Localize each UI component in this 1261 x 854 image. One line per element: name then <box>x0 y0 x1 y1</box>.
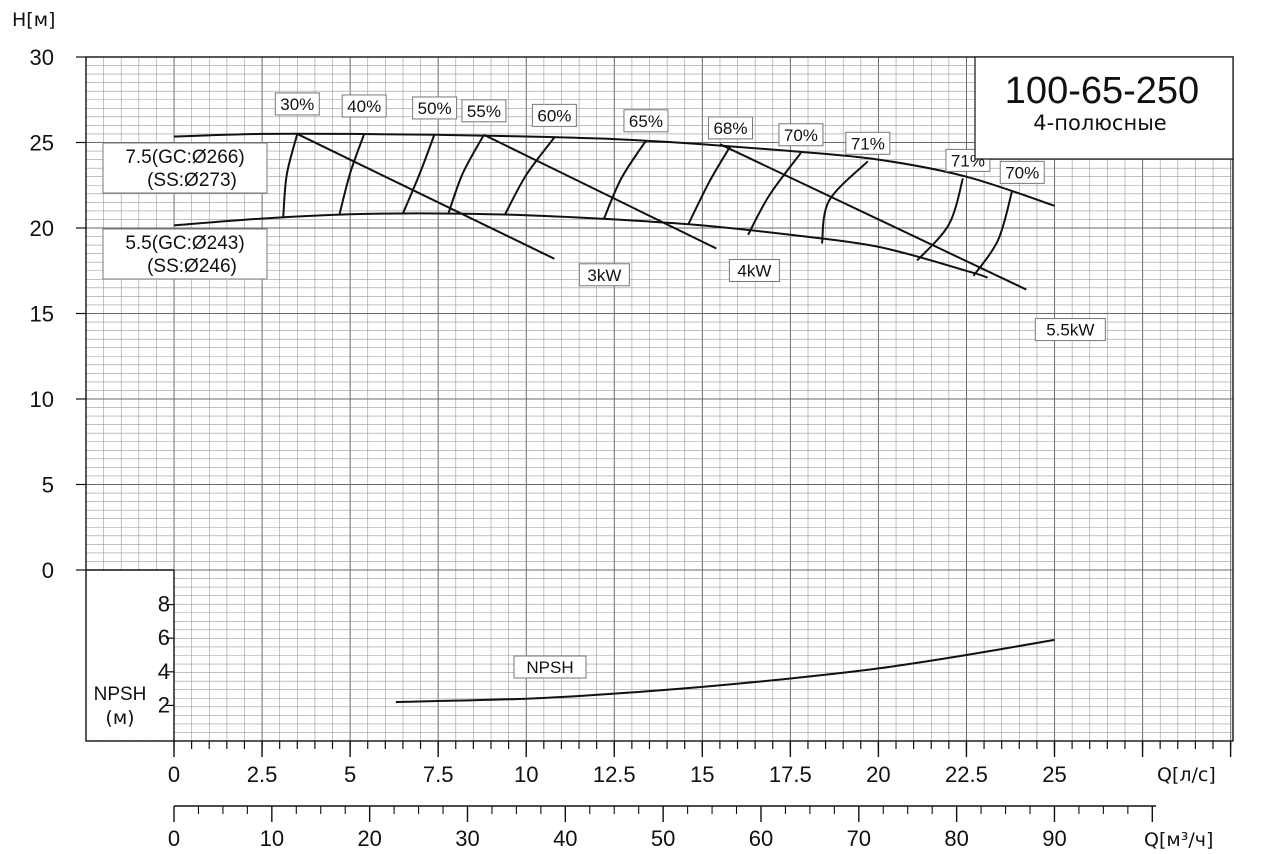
efficiency-label-box <box>999 160 1045 184</box>
efficiency-label: 60% <box>537 106 571 125</box>
head-tick-label: 25 <box>30 131 54 156</box>
curve-label-243: 5.5(GC:Ø243) <box>125 233 244 254</box>
efficiency-curve-9 <box>916 178 964 262</box>
flow-ls-tick-label: 22.5 <box>945 762 988 787</box>
efficiency-curve-6 <box>687 145 732 226</box>
npsh-tick-label: 4 <box>158 659 170 684</box>
efficiency-label-box <box>412 96 458 120</box>
efficiency-label-box <box>845 131 891 155</box>
curve-label-266: 7.5(GC:Ø266) <box>125 147 244 168</box>
curve-label-246: (SS:Ø246) <box>147 256 237 277</box>
efficiency-label-box <box>707 116 753 140</box>
flow-m3h-tick-label: 70 <box>847 826 871 851</box>
curves <box>173 132 1055 703</box>
efficiency-label-box <box>778 123 824 147</box>
flow-ls-tick-label: 2.5 <box>247 762 278 787</box>
head-tick-label: 0 <box>42 558 54 583</box>
npsh-curve-label-box <box>513 655 587 679</box>
efficiency-label: 71% <box>851 134 885 153</box>
flow-m3h-tick-label: 30 <box>455 826 479 851</box>
efficiency-curve-4 <box>504 136 556 215</box>
npsh-curve-label: NPSH <box>526 658 573 677</box>
flow-ls-tick-label: 25 <box>1042 762 1066 787</box>
efficiency-curve-5 <box>602 140 647 220</box>
head-tick-label: 10 <box>30 387 54 412</box>
efficiency-label: 70% <box>784 126 818 145</box>
power-label-box <box>728 259 780 283</box>
npsh-tick-label: 8 <box>158 592 170 617</box>
head-tick-label: 30 <box>30 45 54 70</box>
npsh-tick-label: 6 <box>158 625 170 650</box>
efficiency-curve-7 <box>747 152 802 236</box>
flow-ls-tick-label: 10 <box>514 762 538 787</box>
curve-label-273: (SS:Ø273) <box>147 170 237 191</box>
efficiency-curve-1 <box>338 133 366 215</box>
flow-m3h-tick-label: 50 <box>651 826 675 851</box>
flow-m3h-tick-label: 60 <box>749 826 773 851</box>
head-tick-label: 20 <box>30 216 54 241</box>
flow-m3h-tick-label: 0 <box>168 826 180 851</box>
npsh-tick-label: 2 <box>158 692 170 717</box>
flow-ls-tick-label: 12.5 <box>593 762 636 787</box>
efficiency-label-box <box>531 103 577 127</box>
efficiency-label-box <box>274 92 320 116</box>
flow-m3h-tick-label: 10 <box>260 826 284 851</box>
curve-label-box-243 <box>102 228 268 280</box>
title-box <box>974 56 1234 160</box>
flow-ls-tick-label: 0 <box>168 762 180 787</box>
head-curve-266 <box>173 132 1055 207</box>
power-line-5.5kW <box>719 143 1027 291</box>
efficiency-label: 65% <box>629 112 663 131</box>
flow-m3h-tick-label: 80 <box>944 826 968 851</box>
flow-ls-tick-label: 20 <box>866 762 890 787</box>
flow-ls-tick-label: 5 <box>344 762 356 787</box>
efficiency-label: 30% <box>280 95 314 114</box>
flow-m3h-tick-label: 20 <box>357 826 381 851</box>
head-tick-label: 5 <box>42 473 54 498</box>
efficiency-label: 68% <box>713 119 747 138</box>
flow-ls-tick-label: 17.5 <box>769 762 812 787</box>
efficiency-label: 55% <box>467 102 501 121</box>
chart-subtitle: 4-полюсные <box>1033 111 1166 135</box>
flow-m3h-tick-label: 90 <box>1042 826 1066 851</box>
efficiency-curve-8 <box>821 160 869 244</box>
npsh-axis-unit: (м) <box>105 707 134 729</box>
efficiency-label: 40% <box>347 97 381 116</box>
flow-ls-axis-label: Q[л/с] <box>1157 764 1216 786</box>
efficiency-curve-0 <box>282 133 299 218</box>
efficiency-curve-10 <box>972 190 1014 277</box>
power-line-4kW <box>483 133 717 250</box>
head-axis-label: H[м] <box>12 9 55 31</box>
efficiency-label: 50% <box>418 99 452 118</box>
efficiency-label-box <box>623 109 669 133</box>
flow-m3h-tick-label: 40 <box>553 826 577 851</box>
power-label: 3kW <box>587 266 621 285</box>
efficiency-label-box <box>341 94 387 118</box>
power-label: 4kW <box>737 262 771 281</box>
curve-label-box-266 <box>102 142 268 194</box>
flow-ls-tick-label: 15 <box>690 762 714 787</box>
npsh-axis-panel <box>87 571 174 740</box>
efficiency-curve-3 <box>447 134 485 213</box>
head-tick-label: 15 <box>30 302 54 327</box>
flow-ls-tick-label: 7.5 <box>423 762 454 787</box>
power-label: 5.5kW <box>1046 321 1094 340</box>
efficiency-label-box <box>461 99 507 123</box>
efficiency-curve-2 <box>401 133 436 214</box>
efficiency-label: 70% <box>1005 163 1039 182</box>
power-label-box <box>578 263 630 287</box>
head-curve-243 <box>173 212 988 279</box>
chart-title: 100-65-250 <box>1005 70 1199 112</box>
flow-m3h-axis-label: Q[м³/ч] <box>1144 829 1213 851</box>
npsh-axis-label: NPSH <box>94 684 147 705</box>
power-line-3kW <box>296 133 555 260</box>
power-label-box <box>1034 318 1106 342</box>
npsh-curve <box>395 638 1055 703</box>
